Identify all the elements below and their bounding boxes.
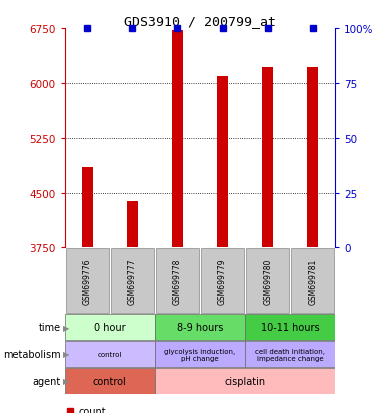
- Text: metabolism: metabolism: [3, 349, 61, 359]
- Bar: [65, 341, 155, 367]
- Bar: [65, 314, 155, 340]
- Text: ▶: ▶: [63, 350, 69, 358]
- Text: 0 hour: 0 hour: [94, 322, 126, 332]
- Bar: [155, 314, 245, 340]
- Bar: [245, 341, 335, 367]
- Bar: [262, 68, 273, 248]
- Bar: [201, 249, 244, 313]
- Text: GSM699778: GSM699778: [173, 258, 182, 304]
- Text: time: time: [39, 322, 61, 332]
- Text: control: control: [93, 376, 127, 386]
- Bar: [127, 202, 138, 248]
- Text: ▶: ▶: [63, 323, 69, 332]
- Bar: [172, 31, 183, 248]
- Text: 10-11 hours: 10-11 hours: [261, 322, 320, 332]
- Bar: [82, 168, 93, 248]
- Text: agent: agent: [33, 376, 61, 386]
- Text: GSM699777: GSM699777: [128, 258, 137, 304]
- Text: GSM699779: GSM699779: [218, 258, 227, 304]
- Bar: [66, 249, 109, 313]
- Text: count: count: [78, 406, 106, 413]
- Text: control: control: [98, 351, 122, 357]
- Bar: [65, 368, 155, 394]
- Bar: [155, 341, 245, 367]
- Bar: [307, 68, 319, 248]
- Bar: [217, 76, 228, 248]
- Text: GSM699776: GSM699776: [83, 258, 92, 304]
- Bar: [291, 249, 335, 313]
- Bar: [246, 249, 289, 313]
- Bar: [156, 249, 199, 313]
- Text: cell death initiation,
impedance change: cell death initiation, impedance change: [255, 348, 325, 361]
- Bar: [245, 314, 335, 340]
- Text: GSM699780: GSM699780: [263, 258, 272, 304]
- Text: GSM699781: GSM699781: [308, 258, 317, 304]
- Text: glycolysis induction,
pH change: glycolysis induction, pH change: [164, 348, 236, 361]
- Text: 8-9 hours: 8-9 hours: [177, 322, 223, 332]
- Title: GDS3910 / 200799_at: GDS3910 / 200799_at: [124, 15, 276, 28]
- Text: ▶: ▶: [63, 377, 69, 385]
- Bar: [155, 368, 335, 394]
- Bar: [111, 249, 154, 313]
- Text: cisplatin: cisplatin: [224, 376, 266, 386]
